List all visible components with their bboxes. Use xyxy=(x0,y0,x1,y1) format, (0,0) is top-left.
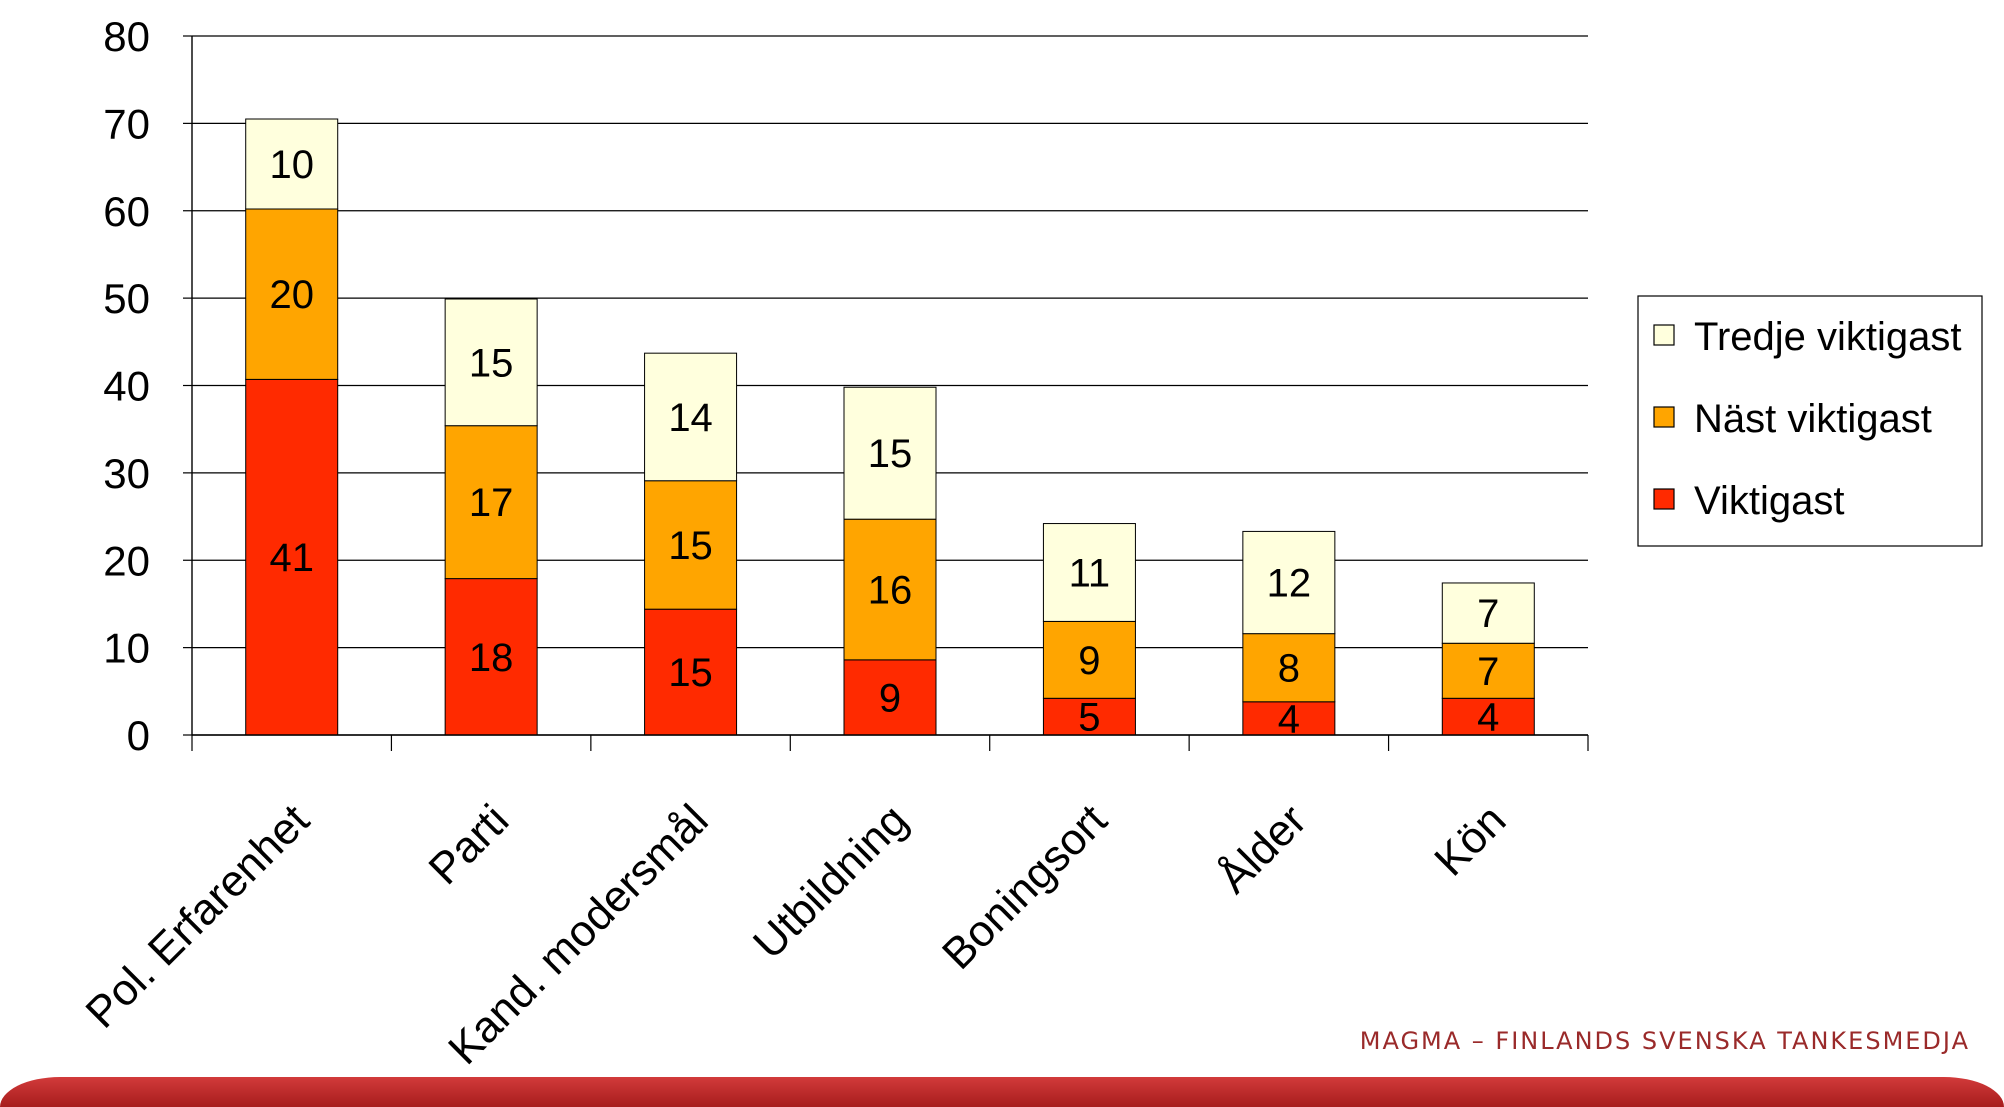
y-tick-label: 10 xyxy=(103,625,150,672)
data-label: 18 xyxy=(469,636,514,680)
data-label: 14 xyxy=(668,396,713,440)
data-label: 7 xyxy=(1477,592,1499,636)
gridlines xyxy=(192,35,1588,736)
bar-segment xyxy=(1242,633,1336,703)
data-label: 12 xyxy=(1267,562,1312,606)
data-label: 7 xyxy=(1477,650,1499,694)
data-label: 11 xyxy=(1069,551,1111,595)
x-category-label: Pol. Erfarenhet xyxy=(77,795,319,1037)
data-label: 20 xyxy=(269,273,314,317)
data-label: 15 xyxy=(668,651,713,695)
bar-segment xyxy=(444,425,538,580)
y-tick-label: 60 xyxy=(103,188,150,235)
data-label: 41 xyxy=(269,536,314,580)
data-label: 15 xyxy=(868,432,913,476)
legend-box xyxy=(1637,295,1983,547)
y-tick-label: 70 xyxy=(103,100,150,147)
bar-segment xyxy=(1042,523,1136,622)
x-category-label: Ålder xyxy=(1209,795,1316,902)
data-label: 15 xyxy=(668,524,713,568)
legend-swatch xyxy=(1653,488,1675,510)
data-label: 17 xyxy=(469,481,514,525)
data-label: 4 xyxy=(1278,697,1300,741)
x-category-label: Kön xyxy=(1425,795,1515,885)
data-label: 5 xyxy=(1078,696,1100,740)
y-tick-label: 20 xyxy=(103,537,150,584)
bar-segment xyxy=(245,118,339,210)
bar-segment xyxy=(1441,582,1535,644)
bar-segment xyxy=(843,386,937,520)
legend-swatch xyxy=(1653,324,1675,346)
data-label: 4 xyxy=(1477,696,1499,740)
brand-footer: MAGMA – FINLANDS SVENSKA TANKESMEDJA xyxy=(1359,1027,1970,1055)
data-label: 9 xyxy=(1078,639,1100,683)
data-label: 8 xyxy=(1278,647,1300,691)
bar-segment xyxy=(843,659,937,736)
footer-band xyxy=(0,1077,2004,1107)
bar-segment xyxy=(1242,530,1336,635)
legend: Tredje viktigast Näst viktigast Viktigast xyxy=(1637,295,1983,547)
bar-segment xyxy=(644,480,738,610)
bar-segment xyxy=(1042,620,1136,699)
bar-segment xyxy=(1441,642,1535,699)
data-label: 15 xyxy=(469,341,514,385)
y-tick-label: 50 xyxy=(103,275,150,322)
x-category-label: Boningsort xyxy=(933,795,1116,978)
legend-label: Viktigast xyxy=(1694,479,1844,523)
data-label: 9 xyxy=(879,676,901,720)
data-label: 16 xyxy=(868,569,913,613)
y-tick-label: 40 xyxy=(103,363,150,410)
x-category-label: Parti xyxy=(420,795,519,894)
x-category-label: Utbildning xyxy=(744,795,917,968)
y-axis: 0 10 20 30 40 50 60 70 80 xyxy=(103,13,193,759)
legend-label: Näst viktigast xyxy=(1694,397,1932,441)
y-tick-label: 30 xyxy=(103,450,150,497)
bar-segment xyxy=(644,608,738,736)
y-tick-label: 80 xyxy=(103,13,150,60)
bar-segment xyxy=(644,352,738,482)
data-label: 10 xyxy=(269,143,314,187)
legend-label: Tredje viktigast xyxy=(1694,315,1962,359)
y-tick-label: 0 xyxy=(127,712,150,759)
bar-segment xyxy=(245,208,339,380)
bar-segment xyxy=(444,298,538,427)
legend-swatch xyxy=(1653,406,1675,428)
